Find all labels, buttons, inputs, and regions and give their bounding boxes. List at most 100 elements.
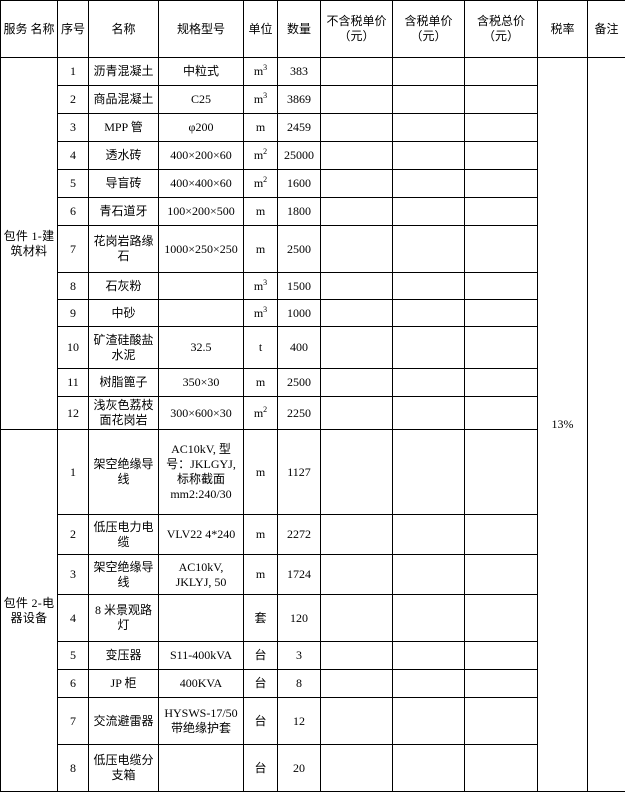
row-unit: m3 (244, 273, 278, 300)
row-item-name: 石灰粉 (89, 273, 159, 300)
row-price-excl-tax (321, 142, 393, 170)
row-spec: 400KVA (159, 670, 244, 698)
row-quantity: 2500 (278, 369, 321, 397)
remark-cell (588, 58, 625, 792)
row-price-excl-tax (321, 198, 393, 226)
col-header-total-incl-tax: 含税总价（元） (465, 1, 538, 58)
row-seq: 7 (58, 698, 89, 745)
row-spec: 300×600×30 (159, 397, 244, 430)
row-quantity: 1600 (278, 170, 321, 198)
row-unit: m3 (244, 300, 278, 327)
row-seq: 2 (58, 515, 89, 555)
row-price-excl-tax (321, 430, 393, 515)
row-total-incl-tax (465, 369, 538, 397)
row-price-incl-tax (393, 369, 465, 397)
row-total-incl-tax (465, 698, 538, 745)
row-price-excl-tax (321, 327, 393, 369)
row-spec (159, 745, 244, 792)
col-header-service-name: 服务 名称 (1, 1, 58, 58)
row-price-excl-tax (321, 745, 393, 792)
unit-exponent: 2 (263, 147, 267, 156)
row-total-incl-tax (465, 226, 538, 273)
col-header-spec: 规格型号 (159, 1, 244, 58)
unit-exponent: 3 (263, 278, 267, 287)
row-total-incl-tax (465, 198, 538, 226)
row-spec (159, 273, 244, 300)
row-price-incl-tax (393, 142, 465, 170)
package-name-cell: 包件 1-建筑材料 (1, 58, 58, 430)
row-unit: t (244, 327, 278, 369)
row-item-name: 8 米景观路灯 (89, 595, 159, 642)
row-price-excl-tax (321, 369, 393, 397)
row-total-incl-tax (465, 670, 538, 698)
row-price-incl-tax (393, 327, 465, 369)
row-price-incl-tax (393, 170, 465, 198)
row-price-incl-tax (393, 430, 465, 515)
unit-exponent: 3 (263, 91, 267, 100)
row-spec: 1000×250×250 (159, 226, 244, 273)
row-quantity: 1724 (278, 555, 321, 595)
row-unit: m3 (244, 58, 278, 86)
row-item-name: 花岗岩路缘石 (89, 226, 159, 273)
col-header-price-excl-tax: 不含税单价（元） (321, 1, 393, 58)
row-unit: m (244, 430, 278, 515)
row-quantity: 1500 (278, 273, 321, 300)
row-spec: 100×200×500 (159, 198, 244, 226)
row-price-incl-tax (393, 515, 465, 555)
tax-rate-cell: 13% (538, 58, 588, 792)
col-header-remark: 备注 (588, 1, 625, 58)
row-price-excl-tax (321, 300, 393, 327)
row-price-incl-tax (393, 58, 465, 86)
package-name-cell: 包件 2-电器设备 (1, 430, 58, 792)
row-quantity: 20 (278, 745, 321, 792)
row-item-name: JP 柜 (89, 670, 159, 698)
col-header-qty: 数量 (278, 1, 321, 58)
row-seq: 4 (58, 595, 89, 642)
row-item-name: 青石道牙 (89, 198, 159, 226)
row-price-incl-tax (393, 670, 465, 698)
row-unit: m2 (244, 170, 278, 198)
row-seq: 3 (58, 555, 89, 595)
row-quantity: 3869 (278, 86, 321, 114)
row-quantity: 12 (278, 698, 321, 745)
row-spec: C25 (159, 86, 244, 114)
row-price-excl-tax (321, 114, 393, 142)
row-unit: m (244, 114, 278, 142)
row-price-incl-tax (393, 198, 465, 226)
row-item-name: 架空绝缘导线 (89, 430, 159, 515)
row-price-incl-tax (393, 397, 465, 430)
row-unit: m3 (244, 86, 278, 114)
row-spec: S11-400kVA (159, 642, 244, 670)
row-spec: 350×30 (159, 369, 244, 397)
row-price-incl-tax (393, 114, 465, 142)
row-seq: 1 (58, 58, 89, 86)
unit-exponent: 2 (263, 175, 267, 184)
row-price-excl-tax (321, 226, 393, 273)
row-total-incl-tax (465, 555, 538, 595)
unit-exponent: 3 (263, 305, 267, 314)
row-seq: 2 (58, 86, 89, 114)
row-spec: 32.5 (159, 327, 244, 369)
row-item-name: 导盲砖 (89, 170, 159, 198)
row-unit: 台 (244, 642, 278, 670)
unit-exponent: 3 (263, 63, 267, 72)
row-price-excl-tax (321, 670, 393, 698)
row-spec (159, 595, 244, 642)
row-price-incl-tax (393, 273, 465, 300)
row-item-name: 树脂篦子 (89, 369, 159, 397)
row-quantity: 400 (278, 327, 321, 369)
row-spec: HYSWS-17/50 带绝缘护套 (159, 698, 244, 745)
